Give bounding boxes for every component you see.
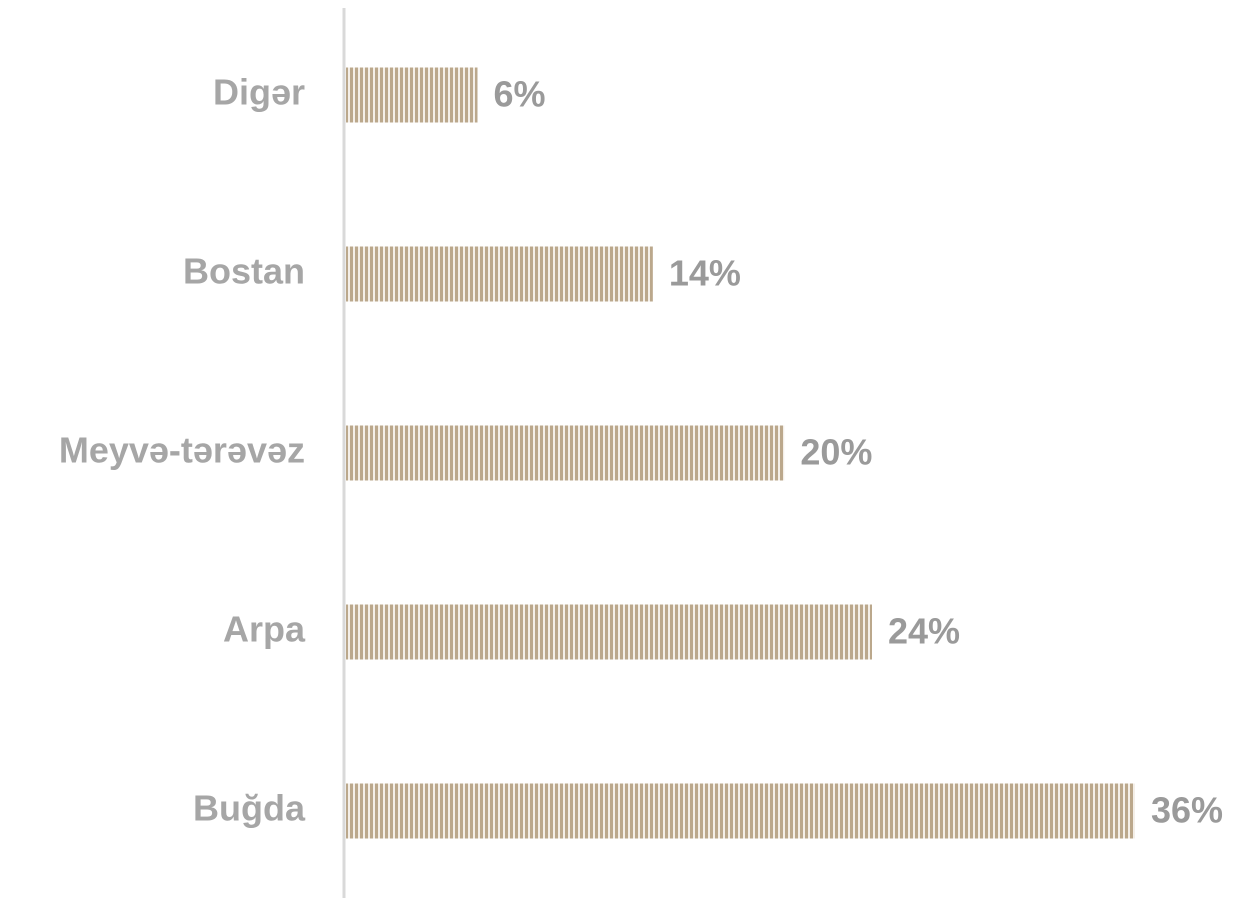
category-label: Arpa xyxy=(223,609,306,650)
value-label: 36% xyxy=(1151,790,1223,831)
bar xyxy=(346,246,653,302)
value-label: 24% xyxy=(888,611,960,652)
bar xyxy=(346,425,785,481)
bar xyxy=(346,783,1135,839)
value-label: 20% xyxy=(800,432,872,473)
value-label: 6% xyxy=(494,74,546,115)
category-label: Digər xyxy=(213,72,305,113)
category-label: Meyvə-tərəvəz xyxy=(59,430,305,471)
bar xyxy=(346,604,872,660)
category-label: Bostan xyxy=(183,251,305,292)
value-label: 14% xyxy=(669,253,741,294)
category-label: Buğda xyxy=(193,788,306,829)
bar xyxy=(346,67,478,123)
